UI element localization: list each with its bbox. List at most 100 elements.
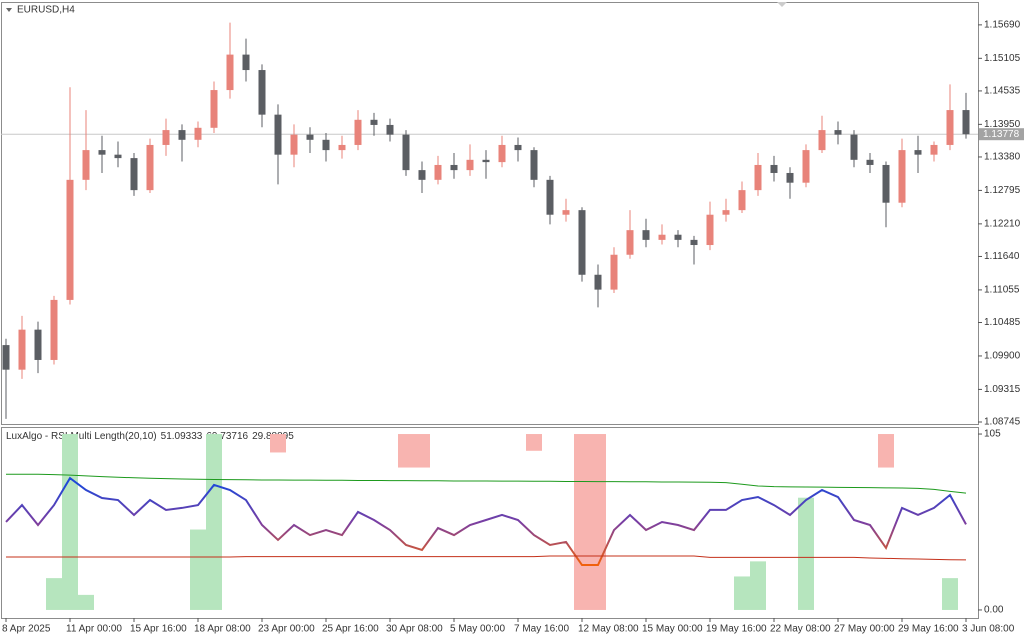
candle-body <box>882 164 890 203</box>
y-tick-label: 1.11055 <box>984 285 1020 296</box>
down-bars <box>270 434 286 453</box>
candle-body <box>850 134 858 160</box>
rsi-line <box>5 476 967 567</box>
indicator-panel <box>1 427 979 619</box>
candle-body <box>338 144 346 151</box>
x-tick-label: 5 May 00:00 <box>450 624 505 635</box>
candle-body <box>114 154 122 159</box>
candle-body <box>18 329 26 370</box>
y-tick-label: 105 <box>984 429 1001 440</box>
y-tick-label: 0.00 <box>984 605 1004 616</box>
x-tick-label: 3 Jun 08:00 <box>962 624 1015 635</box>
x-tick-label: 23 Apr 00:00 <box>258 624 315 635</box>
up-bars <box>206 434 222 610</box>
candle-body <box>514 144 522 151</box>
candle-body <box>738 190 746 211</box>
y-tick-label: 1.10485 <box>984 317 1021 328</box>
candle-body <box>402 134 410 171</box>
candle-body <box>370 119 378 125</box>
candle-body <box>754 164 762 191</box>
candle-body <box>210 90 218 128</box>
up-bars <box>78 594 94 610</box>
up-bars <box>190 529 206 610</box>
candle-body <box>290 134 298 155</box>
candle-body <box>610 254 618 290</box>
up-bars <box>798 497 814 610</box>
candle-body <box>386 124 394 135</box>
down-bars <box>526 434 542 451</box>
x-tick-label: 30 Apr 08:00 <box>386 624 443 635</box>
current-price-tag <box>979 128 1024 141</box>
candle-body <box>178 130 186 140</box>
indicator-value: 51.09333 <box>161 431 203 442</box>
candle-body <box>98 150 106 155</box>
candle-body <box>722 210 730 215</box>
candle-body <box>674 234 682 240</box>
y-tick-label: 1.08745 <box>984 417 1021 428</box>
y-tick-label: 1.15105 <box>984 53 1021 64</box>
candle-body <box>466 159 474 171</box>
candle-body <box>578 210 586 275</box>
indicator-value: 69.73716 <box>206 431 248 442</box>
main-panel <box>1 2 979 425</box>
y-tick-label: 1.13380 <box>984 152 1021 163</box>
candle-body <box>482 159 490 163</box>
x-tick-label: 12 May 08:00 <box>578 624 639 635</box>
candle-body <box>162 130 170 145</box>
x-tick-label: 7 May 16:00 <box>514 624 569 635</box>
candle-body <box>34 329 42 360</box>
candle-body <box>434 164 442 180</box>
x-tick-label: 18 Apr 08:00 <box>194 624 251 635</box>
current-price-label: 1.13778 <box>983 129 1020 140</box>
candle-body <box>562 210 570 215</box>
candle-body <box>802 150 810 183</box>
symbol-menu-arrow[interactable] <box>6 8 12 12</box>
down-bars <box>574 434 590 610</box>
candle-body <box>2 345 10 370</box>
down-bars <box>398 434 414 468</box>
candle-body <box>818 130 826 151</box>
candle-body <box>786 172 794 183</box>
x-tick-label: 27 May 00:00 <box>834 624 895 635</box>
candle-body <box>642 230 650 240</box>
down-bars <box>590 434 606 610</box>
candle-body <box>658 234 666 240</box>
candle-body <box>866 159 874 165</box>
candle-body <box>450 164 458 171</box>
candle-body <box>546 179 554 215</box>
candle-body <box>194 127 202 140</box>
y-tick-label: 1.13950 <box>984 119 1021 130</box>
candle-body <box>626 230 634 255</box>
candle-body <box>66 179 74 300</box>
candle-body <box>258 70 266 115</box>
y-tick-label: 1.12210 <box>984 219 1021 230</box>
candle-body <box>530 150 538 180</box>
indicator-title: LuxAlgo - RSI Multi Length(20,10) <box>6 431 157 442</box>
candle-body <box>242 54 250 71</box>
candle-body <box>82 150 90 180</box>
candle-body <box>322 139 330 151</box>
candle-body <box>962 110 970 135</box>
candle-body <box>418 170 426 180</box>
candle-body <box>898 150 906 203</box>
candle-body <box>770 164 778 173</box>
down-bars <box>878 434 894 468</box>
x-tick-label: 8 Apr 2025 <box>2 624 51 635</box>
y-tick-label: 1.09315 <box>984 384 1021 395</box>
candle-body <box>274 114 282 155</box>
x-tick-label: 29 May 16:00 <box>898 624 959 635</box>
y-tick-label: 1.14535 <box>984 86 1021 97</box>
up-bars <box>46 578 62 610</box>
candle-body <box>306 134 314 140</box>
candle-body <box>50 299 58 360</box>
candle-body <box>594 274 602 290</box>
symbol-title: EURUSD,H4 <box>17 5 75 16</box>
candle-body <box>130 158 138 191</box>
x-tick-label: 15 May 00:00 <box>642 624 703 635</box>
candle-body <box>914 150 922 155</box>
candle-body <box>354 119 362 145</box>
y-tick-label: 1.12795 <box>984 185 1021 196</box>
up-bars <box>750 561 766 610</box>
y-tick-label: 1.11640 <box>984 251 1020 262</box>
